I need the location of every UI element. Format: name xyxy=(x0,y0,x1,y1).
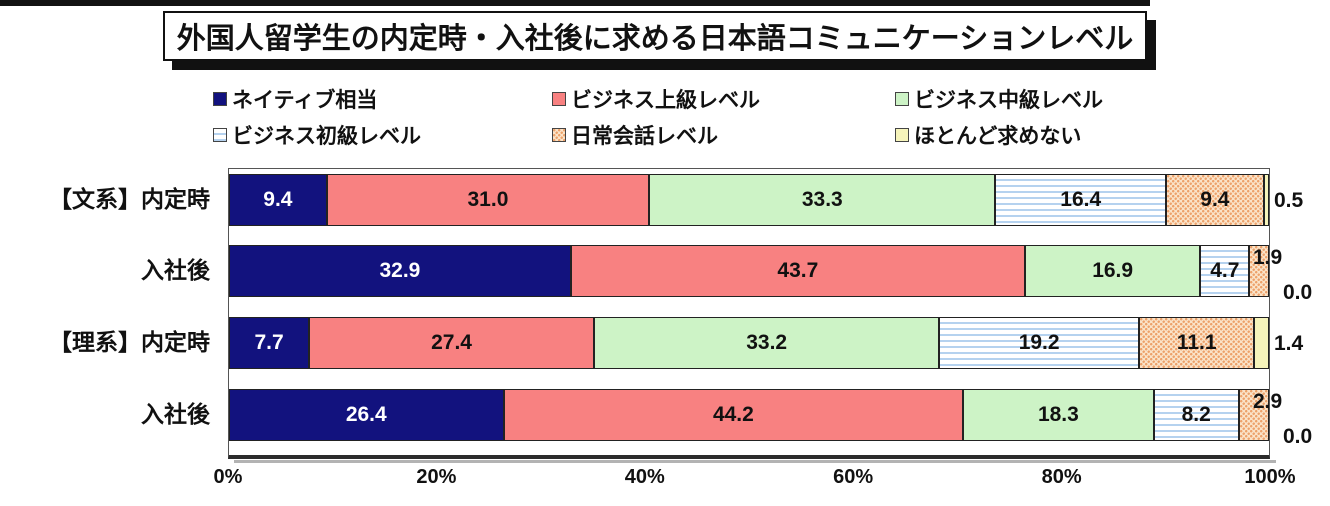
bar-segment: 9.4 xyxy=(1166,174,1264,226)
bar-segment: 7.7 xyxy=(229,317,310,369)
x-tick-label: 60% xyxy=(833,466,874,488)
bar-value-label: 16.9 xyxy=(1092,259,1134,282)
bar-value-label: 31.0 xyxy=(467,188,509,211)
category-label: 入社後 xyxy=(141,257,210,283)
category-label: 【文系】内定時 xyxy=(49,186,210,212)
legend-swatch-icon xyxy=(552,127,566,142)
bar-value-label: 9.4 xyxy=(263,188,293,211)
bar-row: 32.9 43.7 16.9 4.7 xyxy=(229,245,1269,297)
bar-value-label-outside: 0.5 xyxy=(1274,189,1304,212)
bar-value-label: 16.4 xyxy=(1060,188,1102,211)
bar-value-label: 26.4 xyxy=(345,403,387,426)
x-axis: 0% 20% 40% 60% 80% 100% xyxy=(0,466,1330,492)
bar-segment: 16.9 xyxy=(1024,245,1201,297)
bar-value-label: 19.2 xyxy=(1018,331,1060,354)
category-label: 入社後 xyxy=(141,401,210,427)
legend-swatch-icon xyxy=(213,127,227,142)
bar-value-label: 8.2 xyxy=(1181,403,1211,426)
bar-segment: 26.4 xyxy=(229,389,504,441)
bar-value-label: 7.7 xyxy=(254,331,284,354)
bar-segment xyxy=(1238,389,1269,441)
x-tick-label: 20% xyxy=(416,466,457,488)
bar-value-label: 11.1 xyxy=(1176,331,1217,354)
legend-label: ビジネス初級レベル xyxy=(232,124,421,148)
bar-segment xyxy=(1254,317,1269,369)
chart-title: 外国人留学生の内定時・入社後に求める日本語コミュニケーションレベル xyxy=(176,23,1134,55)
bar-segment: 33.3 xyxy=(649,174,996,226)
x-tick-label: 100% xyxy=(1244,466,1296,488)
bar-value-label-outside: 0.0 xyxy=(1283,425,1313,448)
x-tick-label: 40% xyxy=(624,466,665,488)
bar-value-label-outside: 0.0 xyxy=(1283,281,1313,304)
category-label: 【理系】内定時 xyxy=(49,329,210,355)
legend-label: ほとんど求めない xyxy=(914,124,1082,148)
bar-segment: 32.9 xyxy=(229,245,571,297)
legend-swatch-icon xyxy=(895,127,909,142)
bar-segment: 43.7 xyxy=(570,245,1025,297)
bar-segment xyxy=(1263,174,1269,226)
bar-row: 26.4 44.2 18.3 8.2 xyxy=(229,389,1269,441)
bar-segment: 19.2 xyxy=(939,317,1139,369)
legend-item: ほとんど求めない xyxy=(895,121,1103,148)
legend-label: 日常会話レベル xyxy=(571,124,718,148)
x-tick-label: 0% xyxy=(213,466,243,488)
bar-value-label: 33.3 xyxy=(801,188,843,211)
bar-row: 7.7 27.4 33.2 19.2 11.1 xyxy=(229,317,1269,369)
legend-item: ネイティブ相当 xyxy=(213,85,552,112)
legend-label: ネイティブ相当 xyxy=(232,88,378,112)
bar-value-label: 9.4 xyxy=(1200,188,1230,211)
bar-segment: 33.2 xyxy=(594,317,940,369)
baseline-shadow xyxy=(234,460,1276,463)
bar-value-label-outside: 1.4 xyxy=(1274,332,1304,355)
legend-swatch-icon xyxy=(552,91,566,106)
bar-row: 9.4 31.0 33.3 16.4 9.4 xyxy=(229,174,1269,226)
bar-segment: 44.2 xyxy=(503,389,964,441)
bar-segment: 8.2 xyxy=(1153,389,1239,441)
bar-segment: 16.4 xyxy=(995,174,1166,226)
legend-item: ビジネス上級レベル xyxy=(552,85,895,112)
bar-segment: 11.1 xyxy=(1138,317,1255,369)
bar-value-label: 27.4 xyxy=(431,331,472,354)
bar-value-label: 33.2 xyxy=(746,331,788,354)
x-tick-label: 80% xyxy=(1041,466,1082,488)
legend: ネイティブ相当 ビジネス上級レベル ビジネス中級レベルビジネス初級レベル 日常会話レベ… xyxy=(213,85,1103,148)
bar-value-label-outside: 2.9 xyxy=(1253,390,1283,413)
chart-title-box: 外国人留学生の内定時・入社後に求める日本語コミュニケーションレベル xyxy=(163,11,1147,61)
bar-value-label-outside: 1.9 xyxy=(1253,246,1283,269)
bar-segment: 27.4 xyxy=(309,317,595,369)
bar-segment: 18.3 xyxy=(963,389,1154,441)
bar-value-label: 43.7 xyxy=(777,259,819,282)
bar-segment: 4.7 xyxy=(1200,245,1250,297)
bar-segment: 31.0 xyxy=(326,174,650,226)
legend-label: ビジネス中級レベル xyxy=(914,88,1103,112)
legend-swatch-icon xyxy=(213,91,227,106)
bar-segment xyxy=(1249,245,1269,297)
legend-item: ビジネス中級レベル xyxy=(895,85,1103,112)
plot-area: 0.5 9.4 31.0 33.3 16.4 9.4 1.9 0.0 32.9 43.7 16.9 4… xyxy=(228,168,1312,459)
legend-swatch-icon xyxy=(895,91,909,106)
legend-item: ビジネス初級レベル xyxy=(213,121,552,148)
top-edge-bar xyxy=(0,0,1150,6)
bar-segment: 9.4 xyxy=(229,174,327,226)
bar-value-label: 44.2 xyxy=(712,403,754,426)
bar-value-label: 4.7 xyxy=(1210,259,1240,282)
legend-label: ビジネス上級レベル xyxy=(571,88,760,112)
legend-item: 日常会話レベル xyxy=(552,121,895,148)
bar-value-label: 32.9 xyxy=(379,259,421,282)
bar-value-label: 18.3 xyxy=(1037,403,1079,426)
